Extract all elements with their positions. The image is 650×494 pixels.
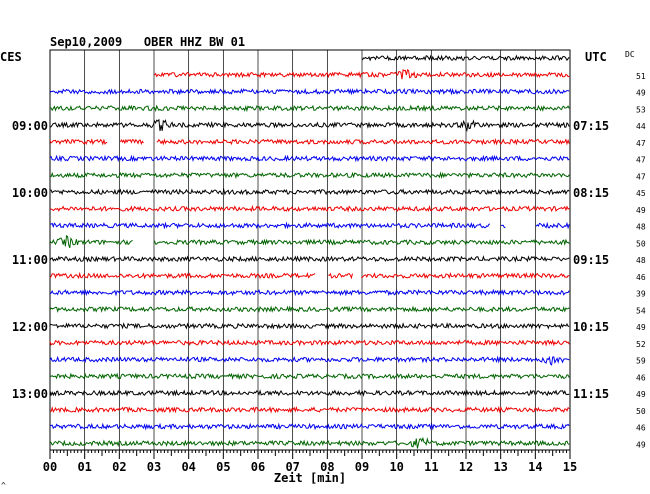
seismic-trace-20	[49, 372, 570, 381]
seismic-trace-9	[50, 187, 570, 196]
dc-value-label: 39	[636, 290, 646, 299]
seismic-trace-4	[49, 104, 570, 113]
x-axis-label: Zeit [min]	[274, 471, 346, 485]
seismic-trace-24	[49, 436, 570, 449]
dc-value-label: 47	[636, 156, 646, 165]
dc-value-label: 47	[636, 172, 646, 181]
x-tick-label: 08	[320, 460, 334, 474]
seismic-trace-1	[361, 54, 570, 62]
dc-value-label: 48	[636, 223, 646, 232]
dc-value-label: 59	[636, 357, 646, 366]
seismic-trace-17	[49, 322, 570, 330]
x-tick-label: 15	[563, 460, 577, 474]
trace-labels: 51 49 53 44 47 47 47 45 49 48 50 48 46 39 54 49 52 59 46 49…	[12, 72, 646, 450]
left-hour-label: 13:00	[12, 387, 48, 401]
seismic-trace-13	[49, 255, 570, 263]
right-hour-label: 11:15	[573, 387, 609, 401]
seismic-trace-5	[49, 118, 570, 133]
x-tick-label: 09	[355, 460, 369, 474]
dc-value-label: 49	[636, 390, 646, 399]
seismic-trace-11	[49, 221, 570, 230]
time-grid	[49, 49, 571, 451]
left-hour-label: 11:00	[12, 253, 48, 267]
seismic-trace-15	[49, 288, 570, 297]
dc-value-label: 51	[636, 72, 646, 81]
dc-value-label: 49	[636, 440, 646, 449]
dc-value-label: 46	[636, 424, 646, 433]
x-tick-label: 14	[528, 460, 542, 474]
seismic-trace-10	[49, 204, 570, 213]
seismic-trace-12	[49, 235, 570, 248]
right-hour-label: 10:15	[573, 320, 609, 334]
seismic-trace-16	[49, 305, 570, 313]
seismic-trace-8	[49, 171, 570, 180]
dc-value-label: 45	[636, 189, 646, 198]
dc-value-label: 46	[636, 373, 646, 382]
right-timezone-label: UTC	[585, 50, 607, 64]
x-tick-label: 12	[459, 460, 473, 474]
x-tick-label: 05	[216, 460, 230, 474]
dc-value-label: 50	[636, 407, 646, 416]
dc-value-label: 47	[636, 139, 646, 148]
x-tick-label: 10	[389, 460, 403, 474]
left-hour-label: 10:00	[12, 186, 48, 200]
seismic-trace-21	[49, 389, 570, 397]
chart-title: Sep10,2009 OBER HHZ BW 01	[50, 35, 245, 49]
x-tick-label: 13	[493, 460, 507, 474]
right-hour-label: 09:15	[573, 253, 609, 267]
seismic-trace-22	[49, 405, 570, 414]
x-tick-label: 01	[77, 460, 91, 474]
dc-value-label: 53	[636, 105, 646, 114]
x-tick-label: 11	[424, 460, 438, 474]
dc-value-label: 46	[636, 273, 646, 282]
dc-value-label: 49	[636, 323, 646, 332]
x-axis: 00 01 02 03 04 05 06 07 08 09 10 11 12 13 14 15	[43, 450, 577, 474]
left-hour-label: 12:00	[12, 320, 48, 334]
dc-value-label: 49	[636, 206, 646, 215]
seismic-trace-7	[49, 154, 570, 163]
seismic-trace-18	[49, 339, 570, 347]
corner-mark: ^	[1, 481, 6, 490]
left-hour-label: 09:00	[12, 119, 48, 133]
x-tick-label: 03	[147, 460, 161, 474]
x-tick-label: 06	[251, 460, 265, 474]
x-tick-label: 07	[285, 460, 299, 474]
seismic-trace-2	[154, 68, 570, 80]
dc-value-label: 52	[636, 340, 646, 349]
right-hour-label: 08:15	[573, 186, 609, 200]
seismic-trace-19	[49, 355, 570, 366]
seismic-trace-3	[49, 87, 570, 96]
dc-value-label: 44	[636, 122, 646, 131]
x-tick-label: 00	[43, 460, 57, 474]
dc-header-label: DC	[625, 50, 635, 59]
seismic-trace-6	[49, 138, 570, 146]
seismic-trace-14	[49, 271, 570, 280]
left-timezone-label: CES	[0, 50, 22, 64]
dc-value-label: 48	[636, 256, 646, 265]
dc-value-label: 50	[636, 239, 646, 248]
trace-lines	[49, 54, 570, 449]
seismic-trace-23	[49, 422, 570, 431]
right-hour-label: 07:15	[573, 119, 609, 133]
dc-value-label: 49	[636, 89, 646, 98]
dc-value-label: 54	[636, 306, 646, 315]
x-tick-label: 04	[181, 460, 195, 474]
x-tick-label: 02	[112, 460, 126, 474]
